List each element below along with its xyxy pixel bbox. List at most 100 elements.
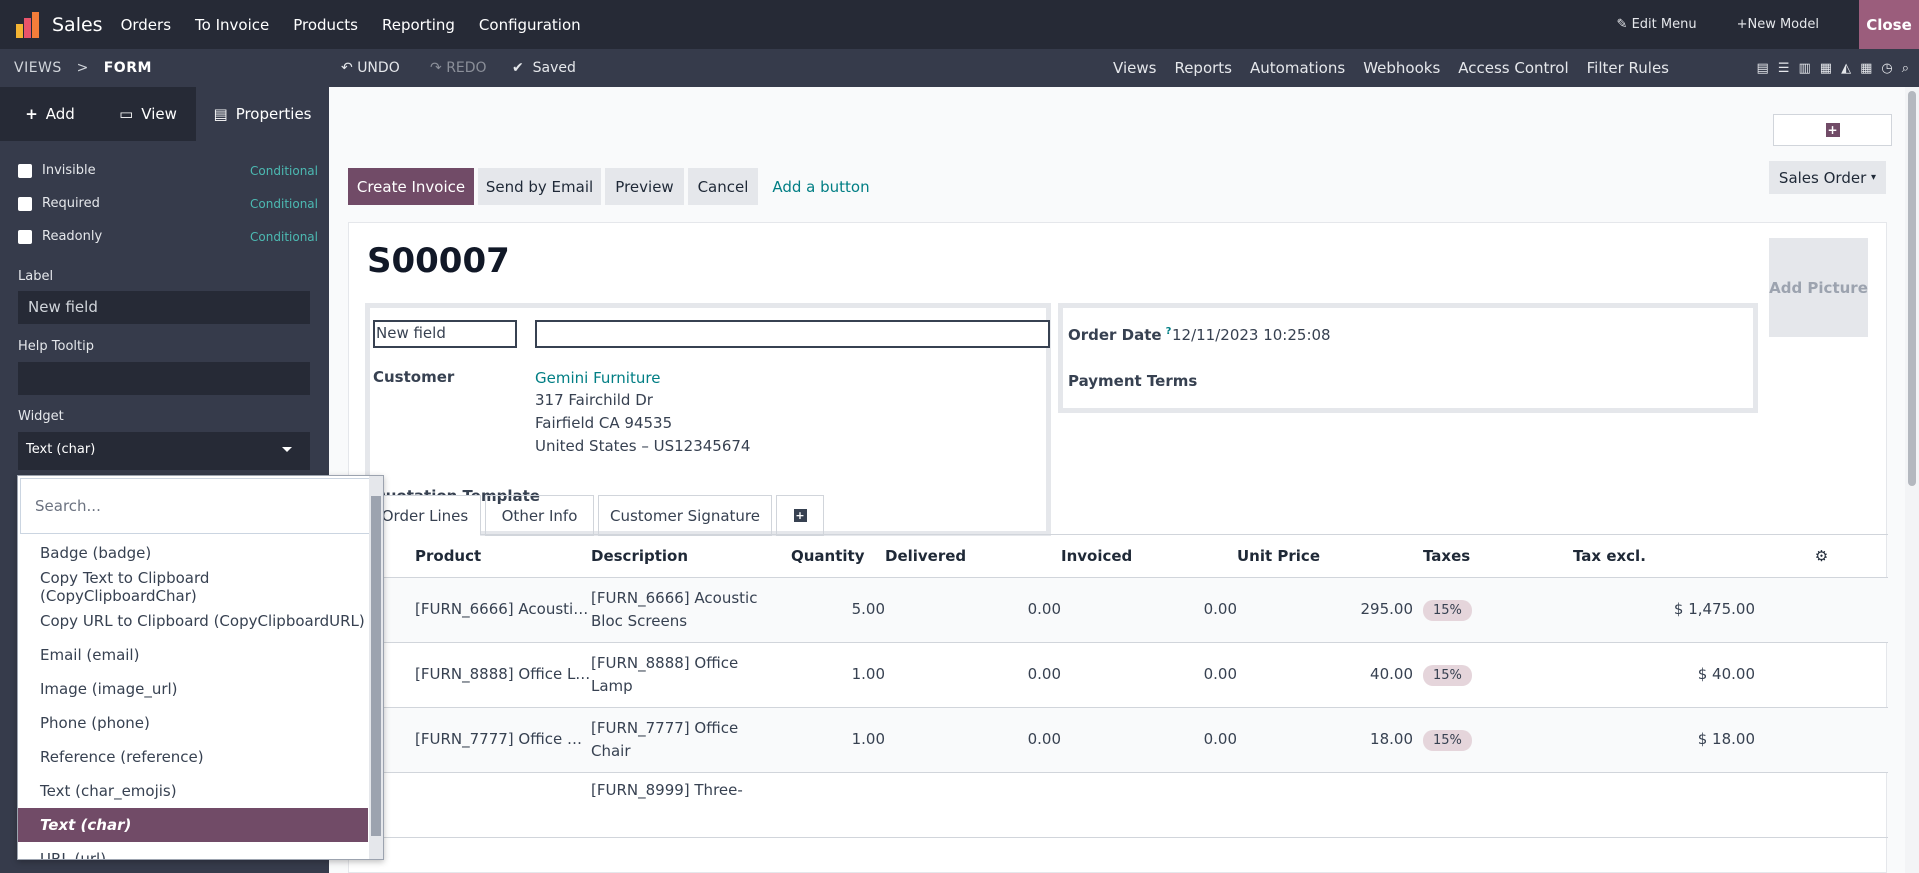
col-product[interactable]: Product [415,535,591,578]
add-a-button-link[interactable]: Add a button [772,177,870,196]
required-conditional[interactable]: Conditional [250,196,318,211]
search-view-icon[interactable]: ⌕ [1901,60,1909,76]
calendar-view-icon[interactable]: ▦ [1819,60,1833,76]
menu-configuration[interactable]: Configuration [478,15,581,34]
list-view-icon[interactable]: ☰ [1777,60,1790,76]
col-quantity[interactable]: Quantity [791,535,885,578]
cell-unit-price[interactable]: 295.00 [1237,577,1413,643]
cell-delivered[interactable]: 0.00 [885,642,1061,708]
preview-button[interactable]: Preview [605,168,684,205]
customer-link[interactable]: Gemini Furniture [535,369,661,387]
kanban-view-icon[interactable]: ▥ [1798,60,1811,76]
cell-product[interactable]: [FURN_7777] Office … [415,707,591,773]
cell-unit-price[interactable]: 40.00 [1237,642,1413,708]
link-webhooks[interactable]: Webhooks [1363,59,1441,77]
col-unit-price[interactable]: Unit Price [1237,535,1413,578]
cell-unit-price[interactable]: 18.00 [1237,707,1413,773]
dropdown-option[interactable]: Phone (phone) [40,714,150,732]
app-name[interactable]: Sales [52,13,103,36]
cancel-button[interactable]: Cancel [688,168,758,205]
dropdown-option[interactable]: Text (char_emojis) [40,782,177,800]
new-model-link[interactable]: +New Model [1736,17,1819,32]
col-delivered[interactable]: Delivered [885,535,1061,578]
tab-view[interactable]: ▭ View [119,105,177,123]
link-views[interactable]: Views [1113,59,1157,77]
invisible-conditional[interactable]: Conditional [250,163,318,178]
link-reports[interactable]: Reports [1174,59,1232,77]
readonly-checkbox[interactable] [18,229,32,244]
breadcrumb-views[interactable]: VIEWS [14,60,62,76]
new-field-label-box[interactable]: New field [373,320,517,348]
cell-delivered[interactable]: 0.00 [885,577,1061,643]
link-access-control[interactable]: Access Control [1458,59,1569,77]
required-checkbox[interactable] [18,196,32,211]
column-settings-icon[interactable]: ⚙ [1755,535,1888,578]
cell-taxes[interactable]: 15% [1413,707,1573,773]
table-row[interactable]: [FURN_7777] Office … [FURN_7777] Office C… [349,707,1888,773]
col-taxes[interactable]: Taxes [1413,535,1573,578]
activity-view-icon[interactable]: ◷ [1881,60,1893,76]
tooltip-input[interactable] [18,362,310,395]
pivot-view-icon[interactable]: ▦ [1860,60,1873,76]
link-automations[interactable]: Automations [1250,59,1346,77]
dropdown-option[interactable]: URL (url) [40,850,107,860]
close-button[interactable]: Close [1859,0,1919,49]
cell-description[interactable]: [FURN_7777] Office Chair [591,707,791,773]
col-tax-excl[interactable]: Tax excl. [1573,535,1755,578]
dropdown-option[interactable]: Email (email) [40,646,140,664]
cell-quantity[interactable]: 5.00 [791,577,885,643]
help-tooltip-icon[interactable]: ? [1165,326,1172,337]
cell-product[interactable] [415,772,591,838]
tab-customer-signature[interactable]: Customer Signature [598,495,772,536]
order-date-value[interactable]: 12/11/2023 10:25:08 [1172,326,1331,344]
tab-other-info[interactable]: Other Info [485,495,594,536]
menu-products[interactable]: Products [293,15,358,34]
graph-view-icon[interactable]: ◭ [1841,60,1852,76]
link-filter-rules[interactable]: Filter Rules [1586,59,1669,77]
cell-delivered[interactable]: 0.00 [885,707,1061,773]
tab-properties[interactable]: ▤ Properties [196,87,329,141]
col-invoiced[interactable]: Invoiced [1061,535,1237,578]
table-row[interactable]: [FURN_6666] Acousti… [FURN_6666] Acousti… [349,577,1888,643]
menu-orders[interactable]: Orders [120,15,172,34]
dropdown-option[interactable]: Image (image_url) [40,680,178,698]
cell-product[interactable]: [FURN_8888] Office L… [415,642,591,708]
dropdown-option[interactable]: Copy URL to Clipboard (CopyClipboardURL) [40,612,365,630]
cell-description[interactable]: [FURN_8888] Office Lamp [591,642,791,708]
redo-button[interactable]: ↷ REDO [430,60,487,76]
label-input[interactable]: New field [18,291,310,324]
dropdown-option-selected[interactable]: Text (char) [18,808,368,842]
new-field-input[interactable] [535,320,1050,348]
cell-invoiced[interactable]: 0.00 [1061,642,1237,708]
sales-app-icon[interactable] [16,11,40,38]
add-smart-button[interactable]: + [1773,114,1892,146]
menu-to-invoice[interactable]: To Invoice [195,15,270,34]
add-picture-button[interactable]: Add Picture [1769,238,1868,337]
send-by-email-button[interactable]: Send by Email [478,168,601,205]
cell-product[interactable]: [FURN_6666] Acousti… [415,577,591,643]
invisible-checkbox[interactable] [18,163,32,178]
cell-invoiced[interactable]: 0.00 [1061,707,1237,773]
widget-select[interactable]: Text (char) [18,432,310,470]
table-row[interactable]: [FURN_8888] Office L… [FURN_8888] Office… [349,642,1888,708]
page-scrollbar[interactable] [1905,87,1919,873]
col-description[interactable]: Description [591,535,791,578]
dropdown-option[interactable]: Badge (badge) [40,544,152,562]
undo-button[interactable]: ↶ UNDO [341,60,400,76]
cell-description[interactable]: [FURN_8999] Three- [591,772,791,838]
dropdown-option[interactable]: Copy Text to Clipboard (CopyClipboardCha… [40,569,210,605]
cell-taxes[interactable]: 15% [1413,577,1573,643]
dropdown-option[interactable]: Reference (reference) [40,748,204,766]
cell-description[interactable]: [FURN_6666] Acoustic Bloc Screens [591,577,791,643]
cell-quantity[interactable]: 1.00 [791,642,885,708]
form-view-icon[interactable]: ▤ [1756,60,1769,76]
dropdown-scrollbar[interactable] [369,476,383,859]
cell-invoiced[interactable]: 0.00 [1061,577,1237,643]
order-title[interactable]: S00007 [367,241,510,281]
edit-menu-link[interactable]: ✎ Edit Menu [1616,17,1697,32]
sales-order-smart-button[interactable]: Sales Order ▾ [1769,161,1886,194]
tab-add[interactable]: + Add [25,105,75,123]
dropdown-search-input[interactable]: Search... [20,478,370,534]
menu-reporting[interactable]: Reporting [382,15,455,34]
table-row[interactable]: [FURN_8999] Three- [349,772,1888,838]
